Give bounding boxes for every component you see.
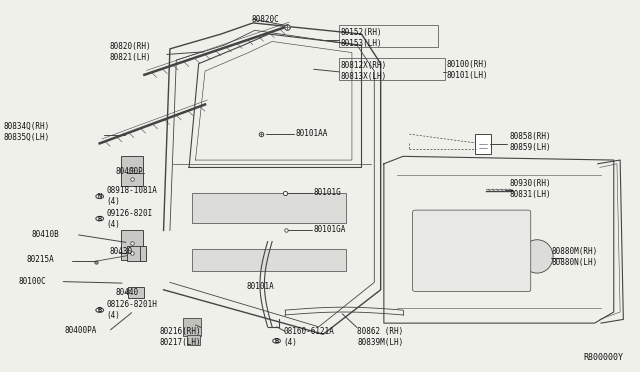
Circle shape (96, 194, 104, 199)
Text: 80820(RH)
80821(LH): 80820(RH) 80821(LH) (109, 42, 151, 62)
Text: R800000Y: R800000Y (583, 353, 623, 362)
FancyBboxPatch shape (413, 210, 531, 292)
Ellipse shape (521, 240, 553, 273)
Text: 80101AA: 80101AA (296, 129, 328, 138)
Text: N: N (97, 193, 102, 199)
Text: B: B (97, 307, 102, 313)
Bar (339, 25, 438, 47)
Bar (192, 249, 346, 271)
Text: 80834Q(RH)
80835Q(LH): 80834Q(RH) 80835Q(LH) (4, 122, 50, 142)
Text: 80216(RH)
80217(LH): 80216(RH) 80217(LH) (159, 327, 201, 347)
Bar (339, 58, 445, 80)
Bar (127, 246, 147, 261)
Text: 80930(RH)
80831(LH): 80930(RH) 80831(LH) (509, 179, 550, 199)
Bar (183, 318, 201, 336)
Bar (121, 231, 143, 260)
Text: 80880M(RH)
80880N(LH): 80880M(RH) 80880N(LH) (551, 247, 597, 267)
Text: 80101A: 80101A (246, 282, 275, 291)
Text: 80812X(RH)
80813X(LH): 80812X(RH) 80813X(LH) (340, 61, 387, 81)
Text: 80215A: 80215A (26, 255, 54, 264)
Circle shape (96, 308, 104, 312)
Bar (192, 193, 346, 223)
Text: 08918-1081A
(4): 08918-1081A (4) (106, 186, 157, 206)
Bar (129, 287, 145, 298)
Text: 80100(RH)
80101(LH): 80100(RH) 80101(LH) (447, 60, 488, 80)
Text: 80410B: 80410B (31, 230, 59, 240)
Text: 80101G: 80101G (314, 188, 341, 197)
Text: 80858(RH)
80859(LH): 80858(RH) 80859(LH) (509, 132, 550, 152)
Circle shape (273, 339, 280, 343)
Text: 80440: 80440 (116, 288, 139, 297)
Text: B: B (275, 338, 278, 344)
Text: 80400P: 80400P (116, 167, 143, 176)
Circle shape (96, 217, 104, 221)
FancyBboxPatch shape (475, 135, 490, 154)
Text: 80152(RH)
80153(LH): 80152(RH) 80153(LH) (340, 28, 382, 48)
Text: 80862 (RH)
80839M(LH): 80862 (RH) 80839M(LH) (357, 327, 403, 347)
Text: 08160-6121A
(4): 08160-6121A (4) (284, 327, 335, 347)
Text: 09126-820I
(4): 09126-820I (4) (106, 209, 152, 229)
Text: 80100C: 80100C (19, 277, 46, 286)
Bar (187, 335, 200, 344)
Text: 80430: 80430 (109, 247, 132, 256)
Text: B: B (97, 216, 102, 222)
Text: 80820C: 80820C (251, 15, 279, 24)
Text: 08126-8201H
(4): 08126-8201H (4) (106, 300, 157, 320)
Text: 80400PA: 80400PA (65, 326, 97, 335)
Bar (121, 156, 143, 186)
Text: 80101GA: 80101GA (314, 225, 346, 234)
Ellipse shape (445, 219, 489, 264)
